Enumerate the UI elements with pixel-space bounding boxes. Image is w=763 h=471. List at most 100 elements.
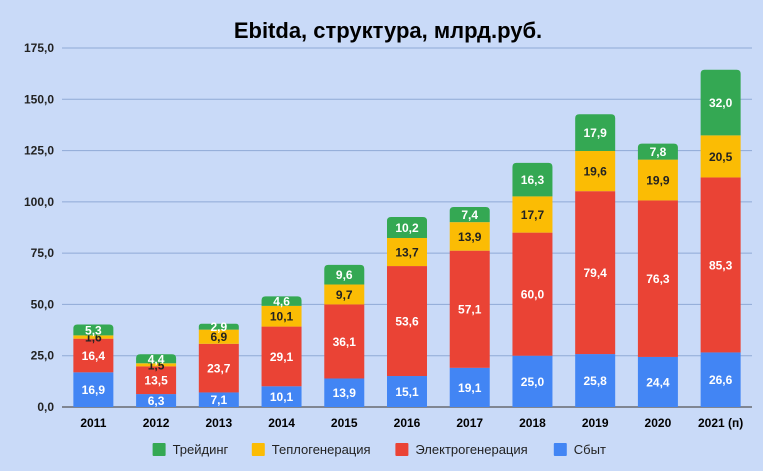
bar-segment: [198, 392, 239, 407]
bar-segment: [73, 324, 114, 336]
bar-segment: [136, 366, 177, 395]
data-label: 16,3: [521, 173, 545, 187]
data-label: 20,5: [709, 150, 733, 164]
data-label: 4,4: [148, 352, 165, 366]
legend-swatch: [251, 443, 265, 456]
bar-segment: [700, 69, 741, 136]
data-label: 9,6: [336, 268, 353, 282]
bar-segment: [449, 250, 490, 368]
bar-segment: [73, 338, 114, 373]
data-label: 24,4: [646, 375, 670, 389]
data-label: 19,1: [458, 381, 482, 395]
data-label: 36,1: [333, 335, 357, 349]
bar-segment: [700, 177, 741, 353]
data-label: 7,1: [210, 393, 227, 407]
legend-swatch: [395, 443, 409, 456]
data-label: 32,0: [709, 96, 733, 110]
data-label: 13,9: [333, 386, 357, 400]
data-label: 10,1: [270, 390, 294, 404]
bar-segment: [449, 222, 490, 251]
x-tick-label: 2016: [394, 416, 421, 430]
data-label: 79,4: [584, 266, 608, 280]
bar-segment: [387, 376, 427, 407]
data-label: 23,7: [207, 362, 231, 376]
data-label: 7,8: [650, 145, 667, 159]
bar-segment: [261, 386, 302, 407]
bar-segment: [449, 367, 490, 407]
x-axis: 2011 2012 2013 2014 2015 2016 2017 2018 2019 2020…: [80, 416, 743, 430]
x-tick-label: 2019: [582, 416, 609, 430]
bar-segment: [136, 363, 177, 367]
bar-segment: [575, 114, 616, 151]
bars: 16,916,41,65,36,313,51,54,47,123,76,92,9…: [73, 69, 741, 408]
data-label: 57,1: [458, 303, 482, 317]
data-label: 5,3: [85, 323, 102, 337]
data-label: 29,1: [270, 350, 294, 364]
y-tick-label: 150,0: [24, 92, 54, 106]
data-label: 25,8: [584, 374, 608, 388]
data-label: 6,3: [148, 394, 165, 408]
data-label: 19,6: [584, 165, 608, 179]
bar-segment: [637, 159, 678, 201]
x-tick-label: 2018: [519, 416, 546, 430]
grid: [62, 47, 752, 408]
x-tick-label: 2017: [456, 416, 483, 430]
x-tick-label: 2011: [80, 416, 106, 430]
bar-segment: [198, 323, 239, 330]
data-label: 13,7: [395, 246, 419, 260]
x-tick-label: 2021 (п): [698, 416, 743, 430]
data-label: 9,7: [336, 288, 353, 302]
data-label: 15,1: [395, 385, 419, 399]
legend-label: Теплогенерация: [272, 442, 371, 457]
bar-segment: [575, 191, 616, 355]
x-tick-label: 2015: [331, 416, 358, 430]
data-label: 25,0: [521, 375, 545, 389]
y-tick-label: 125,0: [24, 144, 54, 158]
bar-segment: [73, 335, 114, 339]
y-tick-label: 175,0: [24, 41, 54, 55]
y-tick-label: 50,0: [31, 297, 55, 311]
data-label: 7,4: [461, 208, 478, 222]
data-label: 16,4: [82, 349, 106, 363]
bar-segment: [136, 394, 177, 407]
bar-segment: [575, 150, 616, 192]
y-tick-label: 100,0: [24, 195, 54, 209]
bar-segment: [387, 266, 427, 377]
legend-label: Электрогенерация: [415, 442, 527, 457]
legend-label: Трейдинг: [173, 442, 229, 457]
bar-segment: [261, 305, 302, 327]
bar-segment: [575, 354, 616, 407]
y-tick-label: 75,0: [31, 246, 55, 260]
bar-segment: [449, 206, 490, 223]
data-label: 10,2: [395, 221, 419, 235]
legend-item: Теплогенерация: [251, 442, 371, 457]
data-label: 53,6: [395, 315, 419, 329]
data-label: 4,6: [273, 295, 290, 309]
bar-segment: [261, 296, 302, 306]
bar-segment: [512, 162, 553, 197]
data-label: 85,3: [709, 258, 733, 272]
bar-segment: [700, 352, 741, 407]
bar-segment: [387, 217, 427, 238]
bar-segment: [387, 237, 427, 267]
data-label: 17,9: [584, 126, 608, 140]
data-label: 76,3: [646, 272, 670, 286]
bar-segment: [512, 232, 553, 356]
bar-segment: [198, 343, 239, 393]
bar-segment: [637, 143, 678, 160]
bar-segment: [637, 356, 678, 407]
data-label: 2,9: [210, 320, 227, 334]
data-label: 17,7: [521, 208, 545, 222]
legend-swatch: [553, 443, 567, 456]
legend-item: Сбыт: [553, 442, 606, 457]
data-label: 19,9: [646, 174, 670, 188]
x-tick-label: 2014: [268, 416, 295, 430]
bar-segment: [198, 329, 239, 344]
data-label: 16,9: [82, 383, 106, 397]
legend-label: Сбыт: [574, 442, 606, 457]
legend-item: Электрогенерация: [395, 442, 528, 457]
bar-segment: [324, 264, 365, 285]
bar-segment: [512, 196, 553, 233]
bar-segment: [324, 284, 365, 305]
